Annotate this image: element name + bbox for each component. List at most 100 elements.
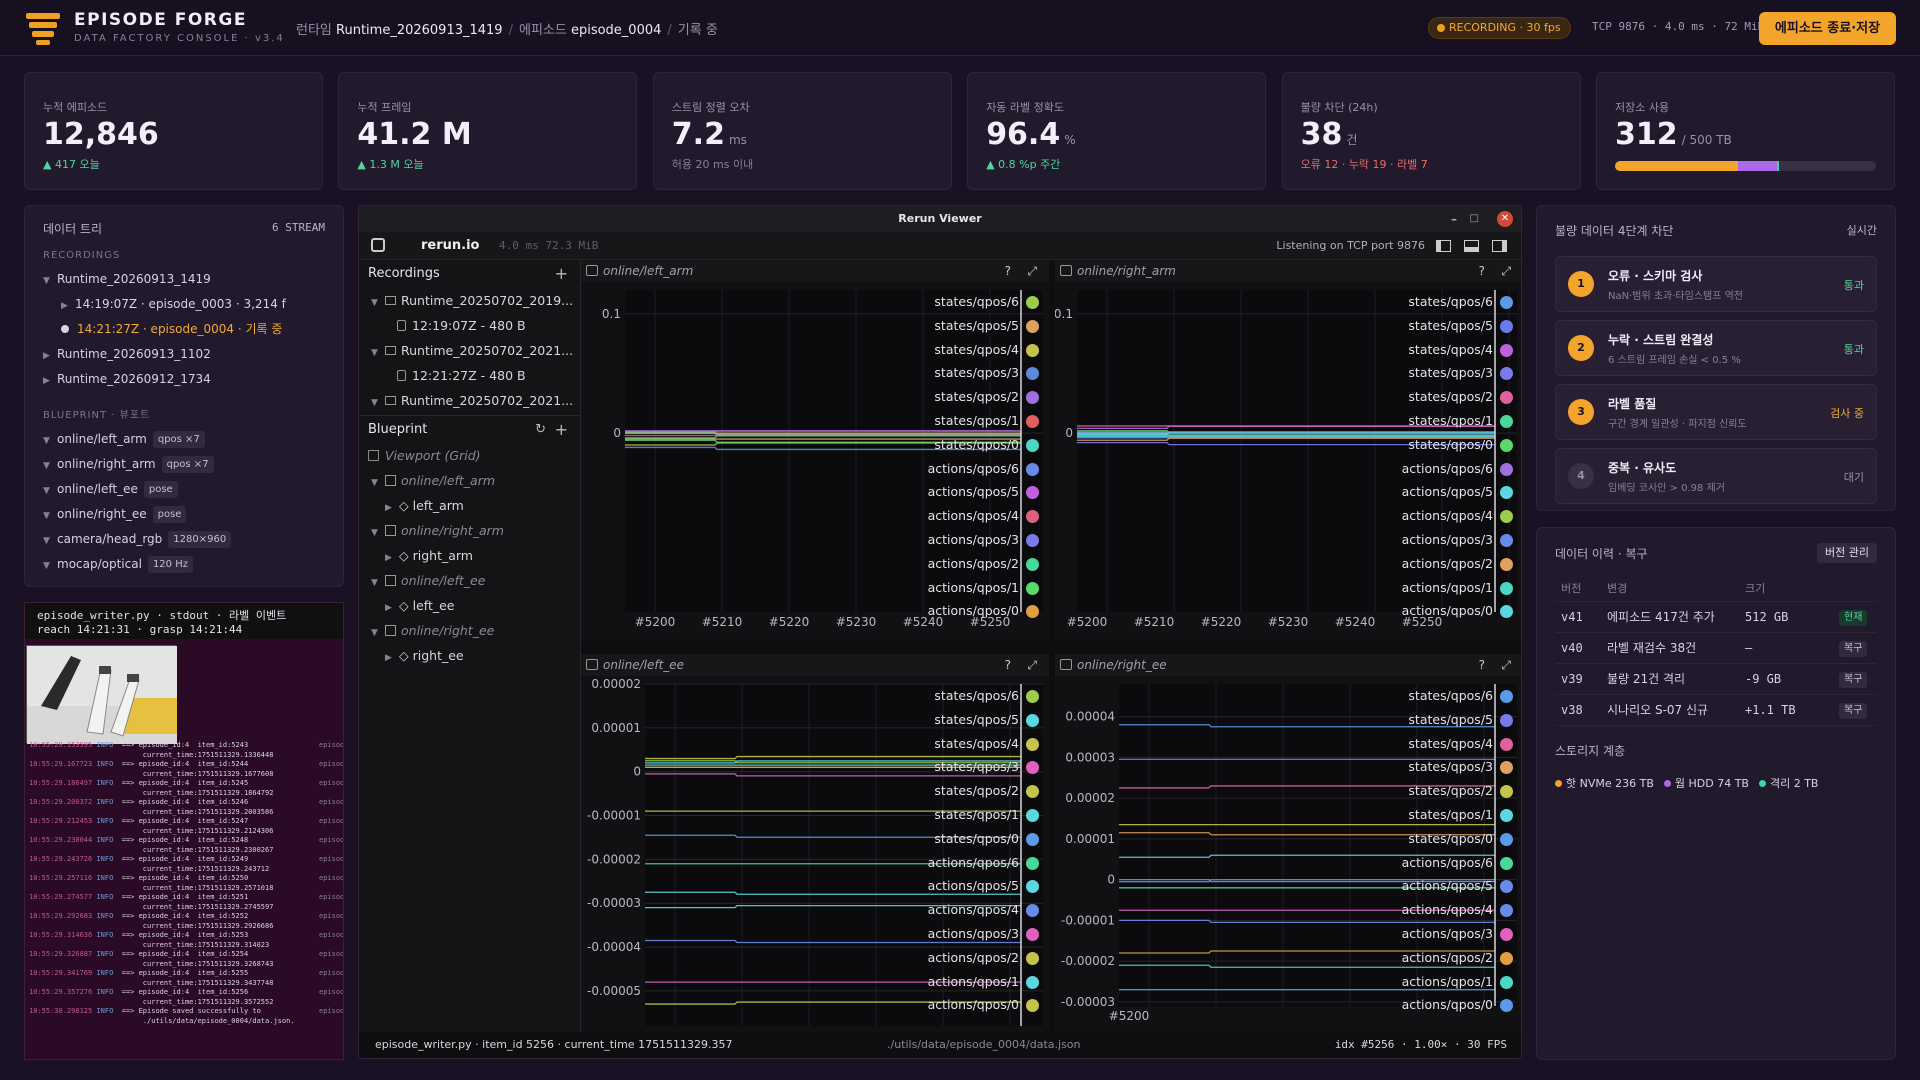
legend-item[interactable]: states/qpos/0 (1357, 435, 1517, 455)
add-recording-icon[interactable]: + (554, 264, 568, 283)
timeseries-plot[interactable]: online/right_arm? ⤢ 0.1 0 #5200 #5210 #5220 #52… (1055, 260, 1522, 640)
chevron-down-icon[interactable]: ▼ (43, 561, 50, 571)
legend-item[interactable]: states/qpos/4 (1357, 340, 1517, 360)
timeseries-plot[interactable]: online/right_ee? ⤢ 0.00004 0.00003 0.00002 0.… (1055, 654, 1522, 1034)
expand-icon[interactable]: ⤢ (1027, 658, 1037, 672)
legend-item[interactable]: states/qpos/3 (1357, 757, 1517, 777)
legend-item[interactable]: states/qpos/4 (883, 734, 1043, 754)
legend-item[interactable]: states/qpos/5 (1357, 316, 1517, 336)
chevron-down-icon[interactable]: ▼ (371, 528, 378, 538)
rerun-blueprint-item[interactable]: ▶ ◇ right_ee (359, 643, 580, 668)
left-panel-toggle-icon[interactable] (1436, 240, 1451, 252)
legend-item[interactable]: actions/qpos/3 (1357, 530, 1517, 550)
chevron-down-icon[interactable]: ▼ (43, 436, 50, 446)
chevron-right-icon[interactable]: ▶ (385, 553, 392, 563)
gate-card[interactable]: 2 누락 · 스트림 완결성 6 스트림 프레임 손실 < 0.5 % 통과 (1555, 320, 1877, 376)
legend-item[interactable]: actions/qpos/1 (883, 578, 1043, 598)
plot-canvas[interactable]: 0.00004 0.00003 0.00002 0.00001 0 -0.00001 -0.… (1055, 654, 1522, 1034)
legend-item[interactable]: states/qpos/6 (883, 292, 1043, 312)
restore-button[interactable]: 복구 (1839, 641, 1868, 657)
chevron-down-icon[interactable]: ▼ (43, 276, 50, 286)
legend-item[interactable]: states/qpos/3 (883, 757, 1043, 777)
rerun-blueprint-item[interactable]: ▼ online/left_ee (359, 568, 580, 593)
legend-item[interactable]: actions/qpos/3 (883, 924, 1043, 944)
legend-item[interactable]: actions/qpos/5 (883, 482, 1043, 502)
legend-item[interactable]: states/qpos/1 (883, 411, 1043, 431)
legend-item[interactable]: states/qpos/6 (1357, 686, 1517, 706)
legend-item[interactable]: states/qpos/5 (1357, 710, 1517, 730)
legend-item[interactable]: actions/qpos/1 (883, 972, 1043, 992)
version-manage-button[interactable]: 버전 관리 (1817, 543, 1877, 563)
rerun-recording[interactable]: ▼ Runtime_20250702_2019... (359, 288, 580, 313)
legend-item[interactable]: actions/qpos/0 (1357, 601, 1517, 621)
rerun-blueprint-item[interactable]: ▶ ◇ left_ee (359, 593, 580, 618)
end-save-button[interactable]: 에피소드 종료·저장 (1759, 12, 1896, 45)
legend-item[interactable]: states/qpos/6 (883, 686, 1043, 706)
legend-item[interactable]: states/qpos/6 (1357, 292, 1517, 312)
chevron-down-icon[interactable]: ▼ (43, 461, 50, 471)
chevron-down-icon[interactable]: ▼ (371, 478, 378, 488)
plot-canvas[interactable]: 0.00002 0.00001 0 -0.00001 -0.00002 -0.00003 -… (581, 654, 1049, 1034)
expand-icon[interactable]: ⤢ (1501, 658, 1511, 672)
restore-button[interactable]: 복구 (1839, 703, 1868, 719)
rerun-recording[interactable]: ▼ Runtime_20250702_2021... (359, 338, 580, 363)
tree-blueprint-item[interactable]: ▼ online/right_ee pose (43, 502, 325, 527)
plot-canvas[interactable]: 0.1 0 #5200 #5210 #5220 #5230 #5240 #5250 (581, 260, 1049, 640)
tree-blueprint-item[interactable]: ▼ online/right_arm qpos ×7 (43, 452, 325, 477)
gate-card[interactable]: 4 중복 · 유사도 임베딩 코사인 > 0.98 제거 대기 (1555, 448, 1877, 504)
legend-item[interactable]: states/qpos/2 (1357, 781, 1517, 801)
reset-blueprint-icon[interactable]: ↻ (535, 422, 546, 437)
rerun-recording[interactable]: ▼ Runtime_20250702_2021... (359, 388, 580, 413)
chevron-down-icon[interactable]: ▼ (371, 398, 378, 408)
legend-item[interactable]: states/qpos/4 (883, 340, 1043, 360)
chevron-right-icon[interactable]: ▶ (385, 603, 392, 613)
legend-item[interactable]: states/qpos/5 (883, 710, 1043, 730)
rerun-recording[interactable]: 12:21:27Z - 480 B (359, 363, 580, 388)
rerun-blueprint-item[interactable]: ▶ ◇ left_arm (359, 493, 580, 518)
legend-item[interactable]: actions/qpos/4 (1357, 506, 1517, 526)
camera-thumbnail[interactable] (26, 645, 177, 744)
legend-item[interactable]: states/qpos/0 (1357, 829, 1517, 849)
legend-item[interactable]: actions/qpos/5 (1357, 876, 1517, 896)
legend-item[interactable]: actions/qpos/6 (1357, 459, 1517, 479)
legend-item[interactable]: actions/qpos/0 (1357, 995, 1517, 1015)
gate-card[interactable]: 1 오류 · 스키마 검사 NaN·범위 초과·타임스탬프 역전 통과 (1555, 256, 1877, 312)
legend-item[interactable]: states/qpos/2 (883, 781, 1043, 801)
expand-icon[interactable]: ⤢ (1501, 264, 1511, 278)
chevron-down-icon[interactable]: ▼ (371, 348, 378, 358)
legend-item[interactable]: states/qpos/2 (1357, 387, 1517, 407)
plot-canvas[interactable]: 0.1 0 #5200 #5210 #5220 #5230 #5240 #5250 (1055, 260, 1522, 640)
chevron-right-icon[interactable]: ▶ (385, 503, 392, 513)
legend-item[interactable]: states/qpos/3 (883, 363, 1043, 383)
legend-item[interactable]: states/qpos/1 (883, 805, 1043, 825)
legend-item[interactable]: states/qpos/0 (883, 829, 1043, 849)
rerun-blueprint-item[interactable]: ▶ ◇ right_arm (359, 543, 580, 568)
chevron-down-icon[interactable]: ▼ (43, 511, 50, 521)
legend-item[interactable]: actions/qpos/1 (1357, 578, 1517, 598)
legend-item[interactable]: actions/qpos/2 (1357, 948, 1517, 968)
tree-recording[interactable]: 14:21:27Z · episode_0004 · 기록 중 (43, 317, 325, 342)
crumb-episode[interactable]: 에피소드 episode_0004 (518, 23, 662, 38)
legend-item[interactable]: actions/qpos/0 (883, 995, 1043, 1015)
tree-recording[interactable]: ▶ Runtime_20260913_1102 (43, 342, 325, 367)
legend-item[interactable]: actions/qpos/5 (883, 876, 1043, 896)
tree-recording[interactable]: ▼ Runtime_20260913_1419 (43, 267, 325, 292)
legend-item[interactable]: actions/qpos/2 (883, 554, 1043, 574)
rerun-recording[interactable]: 12:19:07Z - 480 B (359, 313, 580, 338)
chevron-down-icon[interactable]: ▼ (371, 298, 378, 308)
tree-blueprint-item[interactable]: ▼ mocap/optical 120 Hz (43, 552, 325, 577)
legend-item[interactable]: states/qpos/1 (1357, 411, 1517, 431)
legend-item[interactable]: states/qpos/4 (1357, 734, 1517, 754)
legend-item[interactable]: states/qpos/5 (883, 316, 1043, 336)
legend-item[interactable]: states/qpos/0 (883, 435, 1043, 455)
legend-item[interactable]: states/qpos/3 (1357, 363, 1517, 383)
minimize-icon[interactable]: – (1451, 212, 1457, 226)
bottom-panel-toggle-icon[interactable] (1464, 240, 1479, 252)
add-view-icon[interactable]: + (554, 420, 568, 439)
chevron-right-icon[interactable]: ▶ (61, 301, 68, 311)
rerun-blueprint-item[interactable]: ▼ online/right_ee (359, 618, 580, 643)
chevron-right-icon[interactable]: ▶ (43, 351, 50, 361)
tree-recording[interactable]: ▶ 14:19:07Z · episode_0003 · 3,214 f (43, 292, 325, 317)
chevron-right-icon[interactable]: ▶ (43, 376, 50, 386)
chevron-down-icon[interactable]: ▼ (371, 578, 378, 588)
